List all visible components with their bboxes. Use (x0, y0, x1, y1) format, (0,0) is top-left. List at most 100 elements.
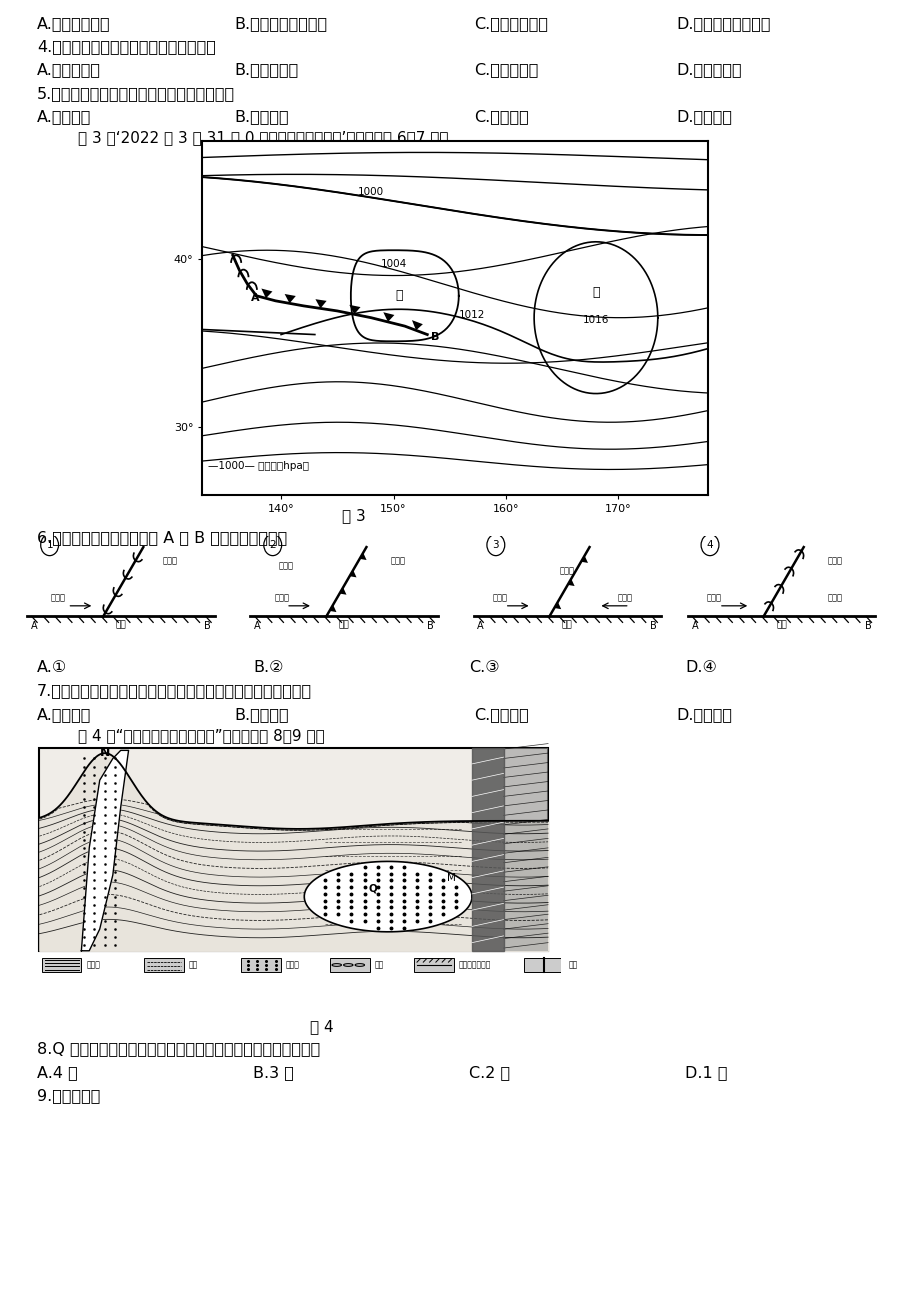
Text: 暖空气: 暖空气 (51, 594, 66, 603)
Text: 4: 4 (706, 540, 712, 549)
Polygon shape (315, 299, 326, 309)
Text: M: M (446, 872, 455, 883)
Bar (330, 957, 369, 973)
Polygon shape (339, 587, 346, 595)
Text: 1000: 1000 (357, 186, 384, 197)
Text: N: N (99, 746, 110, 759)
Text: B.中生代早期: B.中生代早期 (234, 62, 299, 78)
Text: C.中生代晊期: C.中生代晊期 (473, 62, 538, 78)
Text: 9.图示区域中: 9.图示区域中 (37, 1088, 100, 1104)
Text: 2: 2 (269, 540, 276, 549)
Text: 洋面: 洋面 (776, 621, 786, 630)
Text: D.新生代早期: D.新生代早期 (675, 62, 741, 78)
Polygon shape (284, 294, 296, 303)
Text: —1000— 等压线（hpa）: —1000— 等压线（hpa） (208, 461, 309, 471)
Polygon shape (304, 862, 471, 932)
Text: D.阴雨连绵: D.阴雨连绵 (675, 707, 732, 723)
Polygon shape (383, 312, 394, 322)
Text: A.①: A.① (37, 660, 67, 676)
Text: D.1 次: D.1 次 (685, 1065, 727, 1081)
Text: D.可能具有层理结构: D.可能具有层理结构 (675, 16, 770, 31)
Polygon shape (349, 570, 357, 577)
Text: B: B (650, 621, 656, 630)
Text: 暖空气: 暖空气 (826, 594, 842, 603)
Text: D.炎热干燥: D.炎热干燥 (675, 109, 732, 125)
Text: B.含有哺乳动物化石: B.含有哺乳动物化石 (234, 16, 327, 31)
Text: 图 4 为“某区域地质剖面示意图”。据此完成 8～9 题。: 图 4 为“某区域地质剖面示意图”。据此完成 8～9 题。 (78, 728, 324, 743)
Polygon shape (359, 553, 366, 560)
Text: 暖空气: 暖空气 (559, 566, 574, 575)
Text: C.2 次: C.2 次 (469, 1065, 510, 1081)
Text: 图 3 为‘2022 年 3 月 31 日 0 时海平面天气实况图’，读图完成 6～7 题。: 图 3 为‘2022 年 3 月 31 日 0 时海平面天气实况图’，读图完成 … (78, 130, 448, 146)
Text: A: A (254, 621, 261, 630)
Text: C.寒风凛列: C.寒风凛列 (473, 707, 528, 723)
Bar (503, 747, 548, 950)
Text: A.古生代晊期: A.古生代晊期 (37, 62, 101, 78)
Text: B.3 次: B.3 次 (253, 1065, 293, 1081)
Text: 石灰岩: 石灰岩 (86, 961, 100, 970)
Polygon shape (349, 305, 360, 314)
Bar (42, 957, 81, 973)
Text: A: A (251, 293, 259, 303)
Text: 冷空气: 冷空气 (163, 556, 177, 565)
Polygon shape (329, 604, 336, 612)
Polygon shape (261, 289, 272, 298)
Text: 砂岩: 砂岩 (188, 961, 198, 970)
Text: 冷空气: 冷空气 (493, 594, 507, 603)
Text: 洋面: 洋面 (562, 621, 572, 630)
Text: 砂砾岩: 砂砾岩 (286, 961, 300, 970)
Text: D.④: D.④ (685, 660, 717, 676)
Text: 1: 1 (46, 540, 53, 549)
Text: 甲: 甲 (395, 289, 403, 302)
Text: 泥岩: 泥岩 (375, 961, 384, 970)
Text: 冷空气: 冷空气 (274, 594, 289, 603)
Polygon shape (567, 578, 574, 586)
Text: 断层: 断层 (569, 961, 578, 970)
Bar (414, 957, 453, 973)
Bar (524, 957, 563, 973)
Text: A.4 次: A.4 次 (37, 1065, 77, 1081)
Text: 乙: 乙 (592, 286, 599, 299)
Text: B.温暖湿润: B.温暖湿润 (234, 109, 289, 125)
Text: 冷空气: 冷空气 (617, 594, 632, 603)
Text: A: A (477, 621, 483, 630)
Bar (144, 957, 184, 973)
Polygon shape (412, 320, 423, 331)
Text: 暖空气: 暖空气 (706, 594, 721, 603)
Bar (241, 957, 280, 973)
Text: 4.保存有中国丝路巨龙化石的地层形成于: 4.保存有中国丝路巨龙化石的地层形成于 (37, 39, 215, 55)
Text: 图 3: 图 3 (342, 508, 366, 523)
Text: C.变质作用明显: C.变质作用明显 (473, 16, 547, 31)
Text: B: B (426, 621, 434, 630)
Text: 3: 3 (492, 540, 499, 549)
Text: 洋面: 洋面 (338, 621, 349, 630)
Text: 8.Q 岩石形成前，图示范围内最可能发生明显地表侵蚀的过程有: 8.Q 岩石形成前，图示范围内最可能发生明显地表侵蚀的过程有 (37, 1042, 320, 1057)
Polygon shape (581, 556, 587, 562)
Text: C.③: C.③ (469, 660, 499, 676)
Text: Q: Q (368, 884, 377, 893)
Text: 1012: 1012 (459, 310, 485, 320)
Text: 图 4: 图 4 (310, 1019, 334, 1035)
Text: B: B (204, 621, 210, 630)
Text: A: A (31, 621, 38, 630)
Text: B: B (430, 332, 438, 341)
Text: 冷空气: 冷空气 (390, 556, 404, 565)
Text: B.②: B.② (253, 660, 283, 676)
Polygon shape (81, 750, 129, 950)
Text: B: B (864, 621, 870, 630)
Polygon shape (471, 747, 503, 950)
Text: 不同时期岩浆岩: 不同时期岩浆岩 (459, 961, 491, 970)
Bar (40, 747, 548, 950)
Text: 1004: 1004 (380, 259, 406, 270)
Polygon shape (553, 602, 561, 609)
Text: A.沙漠遍地: A.沙漠遍地 (37, 109, 91, 125)
Text: 冷空气: 冷空气 (826, 556, 842, 565)
Text: 5.中国丝路巨龙生存时期，当地的环境特征是: 5.中国丝路巨龙生存时期，当地的环境特征是 (37, 86, 234, 102)
Text: 1016: 1016 (582, 315, 608, 324)
Text: A.岩石疏松多孔: A.岩石疏松多孔 (37, 16, 110, 31)
Text: 暖空气: 暖空气 (278, 561, 293, 570)
Text: 6.下面示意图中，正确表示 A 与 B 之间天气系统的是: 6.下面示意图中，正确表示 A 与 B 之间天气系统的是 (37, 530, 287, 546)
Text: 洋面: 洋面 (116, 621, 126, 630)
Bar (40, 747, 548, 950)
Text: A.温和多雨: A.温和多雨 (37, 707, 91, 723)
